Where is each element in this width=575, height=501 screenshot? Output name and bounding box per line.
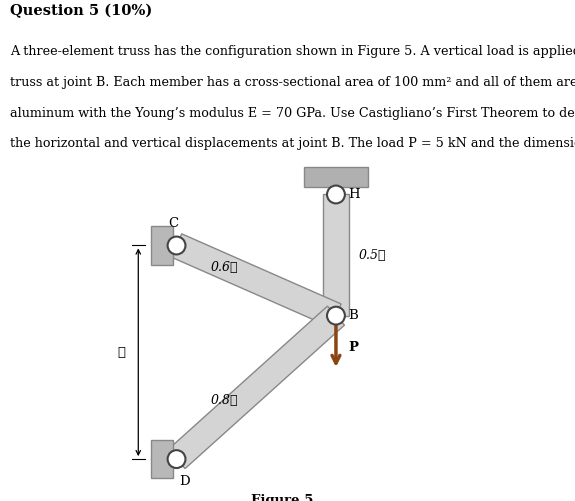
Text: 0.8ℓ: 0.8ℓ — [210, 394, 238, 407]
Text: Figure 5: Figure 5 — [251, 494, 313, 501]
Text: 0.6ℓ: 0.6ℓ — [210, 262, 238, 275]
Text: C: C — [168, 216, 178, 229]
Text: 0.5ℓ: 0.5ℓ — [358, 248, 386, 262]
Circle shape — [327, 307, 345, 325]
Circle shape — [168, 236, 186, 255]
Bar — [151, 440, 173, 478]
Polygon shape — [168, 306, 344, 468]
Circle shape — [168, 450, 186, 468]
Text: A three-element truss has the configuration shown in Figure 5. A vertical load i: A three-element truss has the configurat… — [10, 45, 575, 58]
Polygon shape — [171, 234, 341, 327]
Text: P: P — [348, 341, 359, 354]
Bar — [151, 226, 173, 265]
Circle shape — [327, 185, 345, 203]
Text: truss at joint B. Each member has a cross-sectional area of 100 mm² and all of t: truss at joint B. Each member has a cros… — [10, 76, 575, 89]
Text: the horizontal and vertical displacements at joint B. The load P = 5 kN and the : the horizontal and vertical displacement… — [10, 137, 575, 150]
Text: aluminum with the Young’s modulus E = 70 GPa. Use Castigliano’s First Theorem to: aluminum with the Young’s modulus E = 70… — [10, 107, 575, 120]
Text: Question 5 (10%): Question 5 (10%) — [10, 4, 152, 19]
Text: B: B — [348, 309, 358, 322]
Bar — [304, 167, 368, 186]
Text: ℓ: ℓ — [117, 346, 125, 359]
Text: D: D — [180, 475, 190, 488]
Text: H: H — [348, 188, 361, 201]
Polygon shape — [323, 194, 348, 316]
